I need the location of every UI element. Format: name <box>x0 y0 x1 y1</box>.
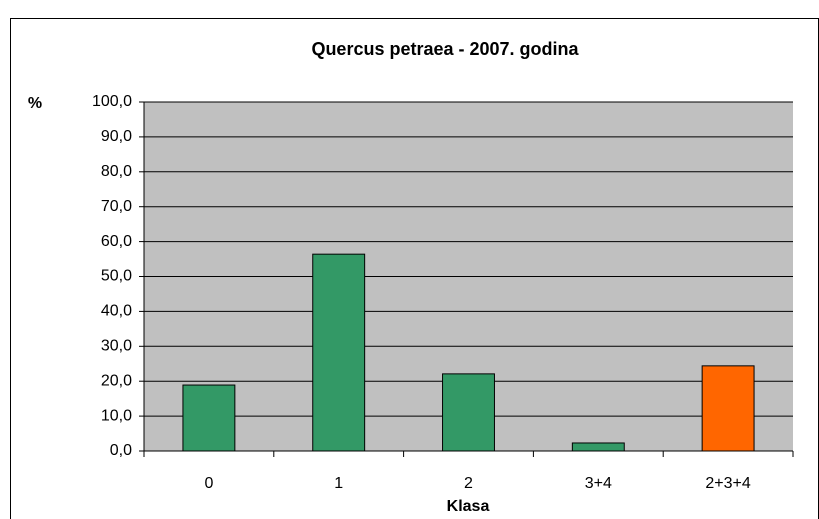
x-tick-label: 0 <box>204 475 213 492</box>
bar <box>312 253 366 452</box>
bar <box>182 384 236 452</box>
bar <box>442 373 495 452</box>
y-tick-label: 40,0 <box>101 303 132 320</box>
y-tick-label: 90,0 <box>101 128 132 145</box>
y-tick-label: 70,0 <box>101 198 132 215</box>
bar <box>571 442 625 452</box>
y-tick-label: 10,0 <box>101 407 132 424</box>
y-tick-label: 100,0 <box>92 93 132 110</box>
x-tick-label: 1 <box>334 475 343 492</box>
y-tick-label: 50,0 <box>101 268 132 285</box>
x-axis-label: Klasa <box>447 498 490 515</box>
chart-title: Quercus petraea - 2007. godina <box>311 39 579 59</box>
y-tick-label: 30,0 <box>101 338 132 355</box>
bar <box>701 365 755 452</box>
x-tick-label: 3+4 <box>585 475 612 492</box>
y-tick-label: 80,0 <box>101 163 132 180</box>
y-tick-label: 20,0 <box>101 372 132 389</box>
x-tick-label: 2 <box>464 475 473 492</box>
y-tick-label: 0,0 <box>110 442 132 459</box>
y-axis-label: % <box>28 95 42 112</box>
x-tick-label: 2+3+4 <box>705 475 750 492</box>
y-tick-label: 60,0 <box>101 233 132 250</box>
